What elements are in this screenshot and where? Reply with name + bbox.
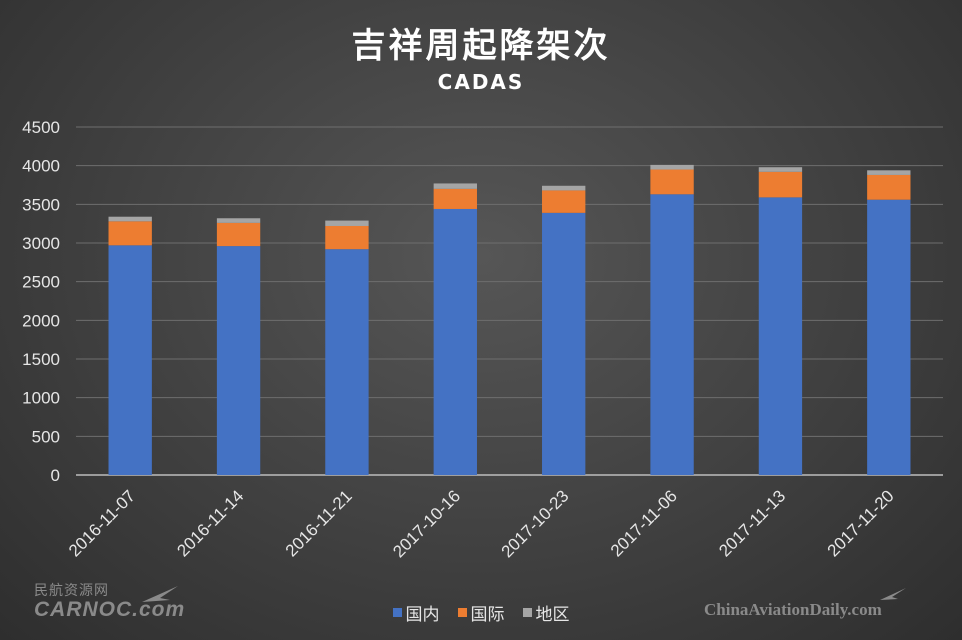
- bar-segment-domestic: [325, 249, 369, 475]
- bar-segment-regional: [650, 164, 694, 170]
- legend-item: 国际: [457, 600, 505, 625]
- legend-label: 地区: [535, 605, 570, 625]
- bar-segment-international: [108, 221, 152, 246]
- y-tick-label: 4500: [22, 118, 60, 137]
- x-tick-label: 2016-11-07: [65, 486, 139, 560]
- x-tick-label: 2016-11-14: [173, 486, 247, 560]
- chart-legend: 国内 国际 地区: [0, 600, 962, 625]
- plane-logo-icon: [142, 586, 178, 602]
- bar-segment-international: [758, 171, 803, 198]
- y-tick-label: 0: [51, 466, 60, 485]
- legend-item: 地区: [522, 600, 570, 625]
- carnoc-watermark-en: CARNOC.com: [34, 598, 186, 621]
- bar-segment-regional: [325, 220, 369, 226]
- bar-segment-domestic: [758, 197, 803, 475]
- bar-segment-domestic: [216, 246, 261, 475]
- legend-item: 国内: [392, 600, 440, 625]
- bar-segment-regional: [433, 183, 477, 189]
- legend-label: 国内: [405, 605, 440, 625]
- bar-segment-regional: [108, 216, 152, 222]
- bar-segment-international: [650, 169, 694, 195]
- bar-segment-regional: [758, 167, 803, 172]
- carnoc-watermark-cn: 民航资源网: [34, 583, 109, 599]
- bar-segment-domestic: [108, 245, 152, 475]
- bar-segment-regional: [867, 170, 911, 175]
- x-tick-label: 2016-11-21: [282, 486, 356, 560]
- chart-subtitle: CADAS: [437, 70, 525, 94]
- y-tick-label: 3500: [22, 195, 60, 214]
- bar-segment-international: [216, 222, 261, 247]
- legend-swatch: [457, 608, 467, 617]
- y-tick-label: 2500: [22, 273, 60, 292]
- x-tick-label: 2017-11-06: [607, 486, 681, 560]
- bar-segment-international: [867, 174, 911, 200]
- x-tick-label: 2017-11-13: [715, 486, 789, 560]
- bar-segment-domestic: [867, 199, 911, 475]
- chinaaviationdaily-watermark: ChinaAviationDaily.com: [704, 600, 882, 619]
- y-tick-label: 500: [32, 427, 60, 446]
- x-tick-label: 2017-10-16: [389, 486, 464, 561]
- bar-segment-international: [433, 188, 477, 209]
- y-tick-label: 1000: [22, 389, 60, 408]
- y-tick-label: 4000: [22, 157, 60, 176]
- bar-segment-domestic: [542, 212, 586, 475]
- legend-swatch: [392, 608, 402, 617]
- bar-segment-regional: [542, 185, 586, 191]
- y-tick-label: 3000: [22, 234, 60, 253]
- y-tick-label: 2000: [22, 311, 60, 330]
- bar-segment-international: [325, 225, 369, 250]
- chart-title: 吉祥周起降架次: [351, 26, 611, 66]
- carnoc-watermark: 民航资源网 CARNOC.com: [34, 580, 185, 622]
- bar-segment-domestic: [433, 208, 477, 475]
- bar-segment-domestic: [650, 194, 694, 475]
- legend-label: 国际: [470, 605, 505, 625]
- bar-segment-international: [542, 190, 586, 213]
- x-tick-label: 2017-11-20: [824, 486, 898, 560]
- legend-swatch: [522, 608, 532, 617]
- bar-segment-regional: [216, 218, 261, 223]
- x-tick-label: 2017-10-23: [498, 486, 573, 561]
- plane-logo-icon: [880, 588, 906, 600]
- y-tick-label: 1500: [22, 350, 60, 369]
